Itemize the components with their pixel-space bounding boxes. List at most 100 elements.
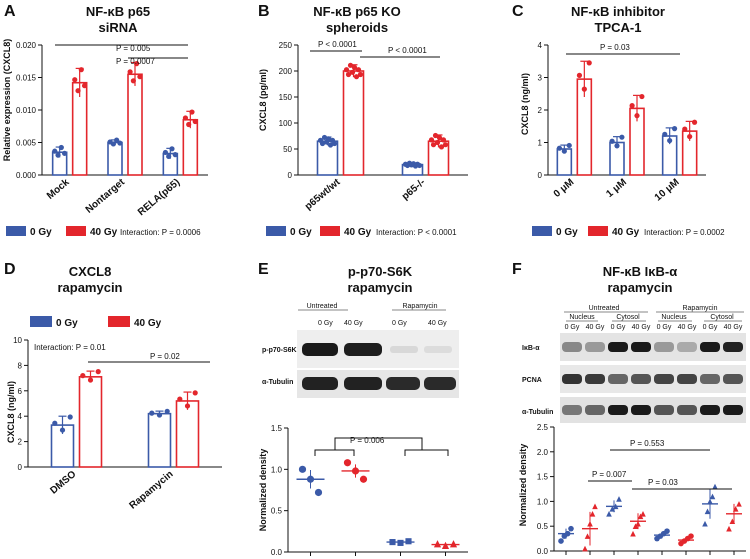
cE-point	[405, 538, 412, 545]
panel-f-dose-label: 40 Gy	[632, 324, 651, 331]
panel-e-dose-1: 0 Gy	[318, 320, 333, 327]
panel-e-dose-4: 40 Gy	[428, 320, 447, 327]
cA-point	[182, 115, 189, 121]
panel-e-dose-2: 40 Gy	[344, 320, 363, 327]
cA-category-label: RELA(p65)	[136, 177, 182, 218]
cB-category-label: p65wt/wt	[303, 176, 343, 212]
panel-a-interaction: Interaction: P = 0.0006	[120, 228, 201, 237]
legend-swatch-0gy	[6, 226, 26, 236]
cE-point	[389, 539, 396, 546]
cC-ytick-label: 2	[538, 106, 543, 115]
cF-ytick-label: 2.5	[537, 423, 549, 432]
panel-f-band	[608, 374, 628, 384]
cA-point	[169, 146, 175, 152]
panel-f-dose-label: 0 Gy	[703, 324, 718, 331]
legend-b-swatch-40gy	[320, 226, 340, 236]
cF-point	[589, 511, 596, 517]
cC-ytick-label: 1	[538, 139, 543, 148]
cB-point	[347, 62, 354, 68]
cB-point	[432, 132, 439, 139]
cA-point	[72, 77, 78, 83]
panel-f-group-untreated: Untreated	[589, 305, 620, 312]
cC-point	[687, 133, 693, 140]
panel-d-title-2: rapamycin	[57, 280, 122, 295]
cD-point	[80, 373, 86, 379]
panel-b-letter: B	[258, 3, 270, 20]
panel-f-band	[700, 374, 720, 384]
cB-point	[331, 140, 338, 147]
cA-ytick-label: 0.000	[16, 171, 37, 180]
cA-bar	[127, 73, 143, 176]
panel-f-bands	[562, 342, 743, 415]
panel-b-title-1: NF-κB p65 KO	[313, 4, 400, 19]
cF-point	[702, 520, 708, 527]
cC-point	[629, 103, 635, 109]
panel-e-blot	[297, 330, 459, 398]
panel-e-band-3	[390, 346, 418, 353]
legend-b-label-0gy: 0 Gy	[290, 227, 312, 238]
cC-category-label: 1 μM	[604, 177, 629, 200]
cB-ytick-label: 0	[288, 171, 293, 180]
panel-c-interaction: Interaction: P = 0.0002	[644, 228, 725, 237]
cF-point	[568, 525, 574, 532]
panel-b-pval-2: P < 0.0001	[388, 46, 427, 55]
cF-point	[606, 511, 612, 517]
panel-f-band	[723, 405, 743, 415]
panel-f-band	[723, 374, 743, 384]
cA-point	[134, 61, 140, 67]
cC-point	[662, 131, 668, 137]
panel-c-pval: P = 0.03	[600, 43, 630, 52]
cC-point	[609, 138, 615, 144]
cA-point	[58, 144, 64, 151]
cB-ytick-label: 250	[279, 41, 293, 50]
cD-bar	[147, 412, 172, 468]
panel-e-tub-band-2	[344, 377, 382, 390]
cF-point	[587, 520, 593, 527]
cC-point	[667, 137, 673, 144]
panel-f-band	[608, 405, 628, 415]
panel-f-band	[562, 342, 582, 352]
legend-c-label-40gy: 40 Gy	[612, 227, 640, 238]
cE-ytick-label: 1.0	[271, 465, 283, 474]
cF-ytick-label: 1.5	[537, 473, 549, 482]
cF-point	[707, 498, 713, 505]
cB-bar	[342, 70, 365, 176]
cA-point	[55, 152, 61, 158]
panel-f-band	[677, 405, 697, 415]
panel-c: C NF-κB inhibitor TPCA-1 CXCL8 (ng/ml) 0…	[512, 3, 725, 238]
panel-e-band-label-1: p-p70-S6K	[262, 347, 297, 354]
cD-ytick-label: 0	[18, 463, 23, 472]
cB-point	[416, 162, 423, 169]
cD-point	[164, 408, 170, 414]
panel-e-tub-band-3	[386, 377, 420, 390]
panel-f-band	[631, 374, 651, 384]
panel-e-ylabel: Normalized density	[258, 449, 268, 532]
cD-point	[67, 414, 73, 420]
cD-ytick-label: 6	[18, 387, 23, 396]
cF-point	[558, 538, 564, 544]
cB-ytick-label: 200	[279, 67, 293, 76]
panel-f-band	[585, 374, 605, 384]
cB-ytick-label: 50	[283, 145, 292, 154]
cE-ytick-label: 0.5	[271, 507, 283, 516]
cF-point	[616, 496, 622, 502]
panel-e-tub-band-1	[302, 377, 338, 390]
panel-f-doses: 0 Gy 40 Gy 0 Gy 40 Gy 0 Gy 40 Gy 0 Gy 40 Gy	[565, 324, 743, 331]
cF-point	[664, 528, 670, 534]
cC-category-label: 10 μM	[653, 177, 682, 204]
legend-d-swatch-40gy	[108, 316, 130, 327]
panel-f-fraction-4: Cytosol	[710, 314, 734, 321]
panel-e-tub-band-4	[424, 377, 456, 390]
panel-c-title-1: NF-κB inhibitor	[571, 4, 665, 19]
cA-point	[192, 118, 198, 125]
panel-f-fraction-2: Cytosol	[616, 314, 640, 321]
cC-point	[576, 72, 583, 78]
cA-category-label: Nontarget	[84, 176, 128, 215]
legend-d-label-40gy: 40 Gy	[134, 318, 162, 329]
cD-ytick-label: 4	[18, 412, 23, 421]
cD-category-label: DMSO	[48, 469, 78, 497]
cA-point	[186, 121, 192, 128]
panel-f-band-label-2: PCNA	[522, 377, 542, 384]
cA-category-label: Mock	[45, 177, 72, 202]
